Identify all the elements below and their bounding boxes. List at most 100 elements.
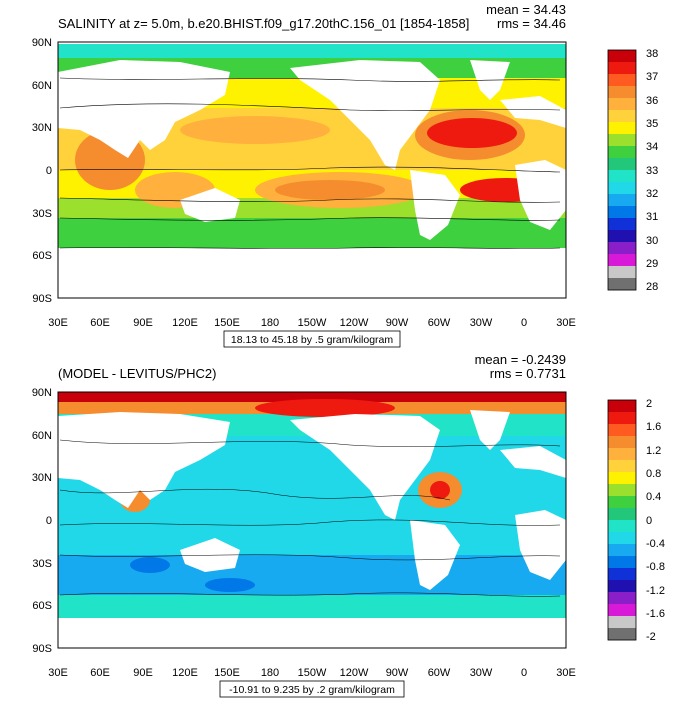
colorbar-tick-label: 0: [646, 515, 652, 527]
colorbar-tick-label: -0.4: [646, 538, 665, 550]
colorbar-swatch: [608, 544, 636, 557]
colorbar-tick-label: 2: [646, 398, 652, 410]
colorbar-swatch: [608, 412, 636, 425]
colorbar-swatch: [608, 182, 636, 195]
lon-label: 60W: [428, 667, 451, 679]
colorbar-swatch: [608, 242, 636, 255]
lat-label: 90N: [32, 387, 52, 399]
colorbar-tick-label: 29: [646, 258, 658, 270]
lat-axis: 90N 60N 30N 0 30S 60S 90S: [32, 387, 52, 655]
colorbar-swatch: [608, 472, 636, 485]
colorbar-swatch: [608, 460, 636, 473]
lat-label: 60N: [32, 430, 52, 442]
colorbar-tick-label: 1.6: [646, 421, 661, 433]
colorbar-swatch: [608, 508, 636, 521]
colorbar-swatch: [608, 254, 636, 267]
colorbar-labels: 38 37 36 35 34 33 32 31 30 29 28: [646, 48, 658, 293]
range-label: 18.13 to 45.18 by .5 gram/kilogram: [231, 334, 394, 346]
colorbar-swatch: [608, 50, 636, 63]
colorbar-swatch: [608, 74, 636, 87]
colorbar-tick-label: 36: [646, 95, 658, 107]
lat-axis: 90N 60N 30N 0 30S 60S 90S: [32, 37, 52, 305]
colorbar-frame: [607, 399, 637, 641]
colorbar-swatch: [608, 616, 636, 629]
lon-label: 30E: [48, 667, 68, 679]
lon-label: 0: [521, 317, 527, 329]
lon-label: 180: [261, 667, 279, 679]
colorbar-swatch: [608, 520, 636, 533]
lon-label: 0: [521, 667, 527, 679]
colorbar-labels: 2 1.6 1.2 0.8 0.4 0 -0.4 -0.8 -1.2 -1.6 …: [646, 398, 665, 643]
colorbar-swatch: [608, 532, 636, 545]
lon-label: 60E: [90, 667, 110, 679]
lon-axis: 30E 60E 90E 120E 150E 180 150W 120W 90W …: [48, 317, 576, 329]
map-frame: [57, 41, 567, 299]
colorbar-tick-label: 37: [646, 71, 658, 83]
colorbar: [607, 399, 637, 641]
rms-value: rms = 0.7731: [490, 366, 566, 381]
lat-label: 60N: [32, 80, 52, 92]
lon-label: 180: [261, 317, 279, 329]
colorbar-tick-label: 31: [646, 211, 658, 223]
map-frame: [57, 391, 567, 649]
panel-title: (MODEL - LEVITUS/PHC2): [58, 366, 216, 381]
colorbar-tick-label: 32: [646, 188, 658, 200]
panel-title: SALINITY at z= 5.0m, b.e20.BHIST.f09_g17…: [58, 16, 469, 31]
lon-axis: 30E 60E 90E 120E 150E 180 150W 120W 90W …: [48, 667, 576, 679]
colorbar-swatch: [608, 86, 636, 99]
lon-label: 120E: [172, 317, 198, 329]
lon-label: 60E: [90, 317, 110, 329]
colorbar-swatch: [608, 266, 636, 279]
colorbar-swatch: [608, 146, 636, 159]
colorbar-swatch: [608, 580, 636, 593]
colorbar-tick-label: 30: [646, 235, 658, 247]
lon-label: 30E: [48, 317, 68, 329]
colorbar-swatch: [608, 484, 636, 497]
colorbar-tick-label: 1.2: [646, 445, 661, 457]
colorbar-swatch: [608, 98, 636, 111]
colorbar-tick-label: 35: [646, 118, 658, 130]
colorbar-tick-label: -1.6: [646, 608, 665, 620]
lat-label: 30S: [32, 208, 52, 220]
salinity-panel: SALINITY at z= 5.0m, b.e20.BHIST.f09_g17…: [0, 0, 700, 350]
colorbar-swatch: [608, 170, 636, 183]
colorbar-tick-label: -2: [646, 631, 656, 643]
lon-label: 120W: [340, 317, 369, 329]
salinity-map-svg: SALINITY at z= 5.0m, b.e20.BHIST.f09_g17…: [32, 2, 658, 348]
lon-label: 90W: [386, 667, 409, 679]
colorbar-swatch: [608, 604, 636, 617]
lon-label: 150W: [298, 667, 327, 679]
colorbar-swatch: [608, 194, 636, 207]
range-box: [219, 680, 405, 698]
lat-label: 90S: [32, 643, 52, 655]
colorbar-swatch: [608, 278, 636, 291]
colorbar-frame: [607, 49, 637, 291]
range-label: -10.91 to 9.235 by .2 gram/kilogram: [229, 684, 395, 696]
rms-value: rms = 34.46: [497, 16, 566, 31]
lat-label: 60S: [32, 600, 52, 612]
lat-label: 30N: [32, 472, 52, 484]
lon-label: 90E: [133, 317, 153, 329]
lon-label: 90E: [133, 667, 153, 679]
lon-label: 30W: [470, 667, 493, 679]
colorbar-swatch: [608, 206, 636, 219]
lon-label: 120W: [340, 667, 369, 679]
colorbar-swatch: [608, 62, 636, 75]
colorbar-swatch: [608, 592, 636, 605]
lat-label: 60S: [32, 250, 52, 262]
lon-label: 150E: [214, 667, 240, 679]
colorbar-swatch: [608, 158, 636, 171]
lon-label: 30E: [556, 667, 576, 679]
colorbar-swatch: [608, 230, 636, 243]
colorbar-swatch: [608, 218, 636, 231]
lon-label: 90W: [386, 317, 409, 329]
colorbar: [607, 49, 637, 291]
colorbar-tick-label: -0.8: [646, 561, 665, 573]
lat-label: 90S: [32, 293, 52, 305]
colorbar-swatch: [608, 400, 636, 413]
colorbar-tick-label: -1.2: [646, 585, 665, 597]
colorbar-swatch: [608, 448, 636, 461]
colorbar-tick-label: 33: [646, 165, 658, 177]
colorbar-tick-label: 28: [646, 281, 658, 293]
colorbar-swatch: [608, 628, 636, 641]
